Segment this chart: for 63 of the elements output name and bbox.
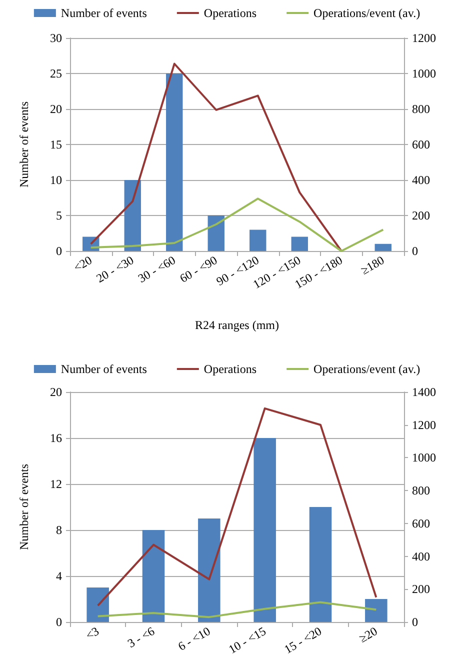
bar bbox=[124, 180, 141, 251]
y2-tick-label: 600 bbox=[412, 516, 430, 530]
y-tick-label: 15 bbox=[50, 138, 62, 152]
x-tick-label: 3 - <6 bbox=[125, 624, 157, 650]
x-tick-label: 30 - <60 bbox=[136, 252, 178, 286]
legend-label: Operations/event (av.) bbox=[314, 6, 420, 20]
legend-label: Operations bbox=[204, 362, 257, 376]
bar bbox=[365, 599, 388, 622]
y2-tick-label: 1200 bbox=[412, 31, 436, 45]
y-tick-label: 30 bbox=[50, 31, 62, 45]
y2-tick-label: 0 bbox=[412, 244, 418, 258]
x-tick-label: <3 bbox=[83, 624, 102, 642]
y2-tick-label: 400 bbox=[412, 173, 430, 187]
bar bbox=[208, 216, 224, 251]
x-tick-label: ≥180 bbox=[358, 252, 387, 278]
y-tick-label: 8 bbox=[56, 523, 62, 537]
legend-label: Operations/event (av.) bbox=[314, 362, 420, 376]
y2-tick-label: 200 bbox=[412, 582, 430, 596]
y2-tick-label: 1000 bbox=[412, 66, 436, 80]
line-series bbox=[90, 62, 342, 252]
legend-label: Number of events bbox=[60, 6, 148, 20]
x-tick-label: ≥20 bbox=[356, 624, 380, 646]
bar bbox=[291, 236, 308, 251]
y-tick-label: 25 bbox=[50, 66, 62, 80]
bar bbox=[374, 244, 392, 251]
y2-tick-label: 1200 bbox=[412, 418, 436, 432]
y-tick-label: 12 bbox=[50, 477, 62, 491]
y-tick-label: 0 bbox=[56, 615, 62, 629]
y-tick-label: 20 bbox=[50, 102, 62, 116]
x-tick-label: 6 - <10 bbox=[176, 624, 213, 654]
bar bbox=[86, 588, 109, 622]
y2-tick-label: 400 bbox=[412, 549, 430, 564]
y2-tick-label: 600 bbox=[412, 138, 430, 152]
legend-label: Number of events bbox=[60, 362, 148, 376]
y2-tick-label: 800 bbox=[412, 102, 430, 116]
x-tick-label: <20 bbox=[71, 252, 94, 274]
y2-tick-label: 1400 bbox=[412, 385, 436, 399]
line-series bbox=[96, 601, 378, 618]
y-tick-label: 0 bbox=[56, 244, 62, 258]
bar bbox=[250, 230, 266, 251]
bar bbox=[198, 518, 220, 622]
bar bbox=[142, 530, 165, 622]
legend-label: Operations bbox=[204, 6, 257, 20]
y-tick-label: 5 bbox=[56, 208, 62, 222]
x-tick-label: 15 - <20 bbox=[282, 624, 324, 656]
y2-tick-label: 200 bbox=[412, 208, 430, 222]
y-tick-label: 10 bbox=[50, 173, 62, 187]
y-axis-title: Number of events bbox=[17, 101, 31, 188]
y2-tick-label: 1000 bbox=[412, 450, 436, 465]
bar bbox=[254, 438, 276, 622]
y-tick-label: 20 bbox=[50, 385, 62, 399]
x-axis-title: R24 ranges (mm) bbox=[195, 318, 279, 332]
line-series bbox=[96, 407, 378, 607]
y2-tick-label: 800 bbox=[412, 484, 430, 498]
x-tick-label: 20 - <30 bbox=[94, 252, 136, 286]
line-series bbox=[90, 198, 384, 252]
y-axis-title: Number of events bbox=[17, 464, 31, 550]
y2-tick-label: 0 bbox=[412, 615, 418, 629]
y-tick-label: 4 bbox=[56, 569, 62, 583]
bar bbox=[166, 74, 183, 251]
x-tick-label: 10 - <15 bbox=[226, 624, 268, 656]
bar bbox=[309, 507, 332, 622]
y-tick-label: 16 bbox=[50, 431, 62, 445]
